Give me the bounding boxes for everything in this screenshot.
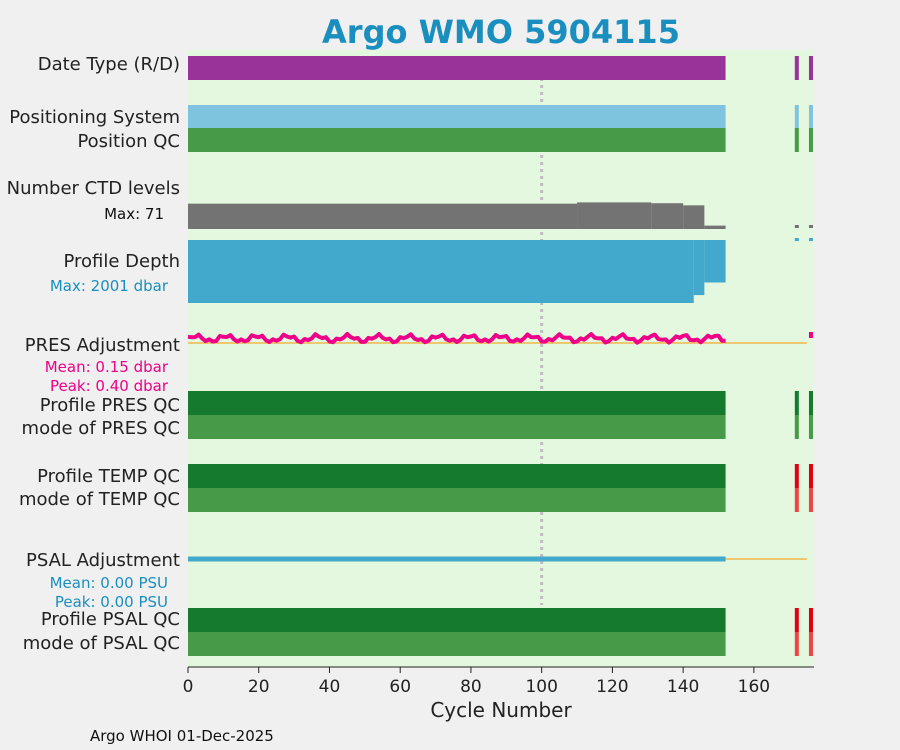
psal-adjustment-mean: Mean: 0.00 PSU [50, 574, 168, 592]
profile-psal-qc-bar-late-2 [808, 608, 813, 632]
ctd-levels-late-2 [808, 225, 813, 228]
mode-psal-qc-bar-late-2 [808, 632, 813, 656]
x-tick-label-160: 160 [738, 677, 770, 697]
pres-adjustment-mean: Mean: 0.15 dbar [45, 358, 169, 376]
pres-adjustment-late [808, 332, 813, 338]
label-mode-temp-qc: mode of TEMP QC [19, 489, 180, 510]
x-tick-label-100: 100 [525, 677, 557, 697]
profile-psal-qc-bar [188, 608, 726, 632]
ctd-levels-max: Max: 71 [104, 205, 164, 223]
profile-temp-qc-bar [188, 464, 726, 488]
chart-title: Argo WMO 5904115 [322, 13, 680, 51]
footer-credit: Argo WHOI 01-Dec-2025 [90, 727, 274, 745]
date-type-bar-late-1 [794, 56, 799, 80]
mode-pres-qc-bar-late-2 [808, 415, 813, 439]
label-profile-temp-qc: Profile TEMP QC [37, 466, 180, 487]
mode-pres-qc-bar [188, 415, 726, 439]
profile-depth-bar-1 [188, 240, 694, 303]
position-qc-bar [188, 128, 726, 152]
x-tick-label-80: 80 [460, 677, 482, 697]
position-qc-bar-late-1 [794, 128, 799, 152]
label-date-type: Date Type (R/D) [38, 54, 180, 75]
label-profile-depth: Profile Depth [63, 251, 180, 272]
pres-adjustment-line [187, 332, 726, 345]
x-tick-label-20: 20 [248, 677, 270, 697]
ctd-levels-bar-3 [651, 203, 684, 229]
positioning-system-bar-late-1 [794, 105, 799, 128]
psal-adjustment-peak: Peak: 0.00 PSU [55, 593, 168, 611]
x-tick-label-0: 0 [183, 677, 194, 697]
label-pres-adjustment: PRES Adjustment [25, 335, 180, 356]
positioning-system-bar-late-2 [808, 105, 813, 128]
ctd-levels-bar-1 [188, 203, 578, 229]
mode-temp-qc-bar [188, 488, 726, 512]
mode-psal-qc-bar [188, 632, 726, 656]
label-mode-psal-qc: mode of PSAL QC [23, 633, 180, 654]
x-tick-label-120: 120 [596, 677, 628, 697]
label-profile-psal-qc: Profile PSAL QC [41, 609, 180, 630]
x-axis-label: Cycle Number [430, 698, 572, 722]
profile-temp-qc-bar-late-1 [794, 464, 799, 488]
ctd-levels-bar-5 [704, 225, 726, 229]
profile-temp-qc-bar-late-2 [808, 464, 813, 488]
plot-background [188, 50, 814, 667]
date-type-bar [188, 56, 726, 80]
mode-temp-qc-bar-late-2 [808, 488, 813, 512]
x-tick-label-140: 140 [667, 677, 699, 697]
positioning-system-bar [188, 105, 726, 128]
x-tick-label-60: 60 [389, 677, 411, 697]
profile-psal-qc-bar-late-1 [794, 608, 799, 632]
profile-depth-bar-3 [704, 240, 726, 283]
date-type-bar-late-2 [808, 56, 813, 80]
profile-depth-bar-2 [693, 240, 705, 296]
profile-pres-qc-bar-late-1 [794, 391, 799, 415]
ctd-levels-bar-2 [577, 202, 652, 229]
label-mode-pres-qc: mode of PRES QC [22, 418, 180, 439]
label-ctd-levels: Number CTD levels [7, 178, 180, 199]
profile-depth-late-1 [794, 238, 799, 241]
label-psal-adjustment: PSAL Adjustment [26, 550, 180, 571]
ctd-levels-bar-4 [683, 205, 705, 229]
profile-pres-qc-bar-late-2 [808, 391, 813, 415]
x-tick-label-40: 40 [319, 677, 341, 697]
label-profile-pres-qc: Profile PRES QC [40, 395, 180, 416]
ctd-levels-late-1 [794, 225, 799, 228]
label-position-qc: Position QC [77, 131, 180, 152]
mode-temp-qc-bar-late-1 [794, 488, 799, 512]
mode-psal-qc-bar-late-1 [794, 632, 799, 656]
position-qc-bar-late-2 [808, 128, 813, 152]
profile-depth-max: Max: 2001 dbar [50, 277, 169, 295]
profile-depth-late-2 [808, 238, 813, 241]
pres-adjustment-peak: Peak: 0.40 dbar [50, 377, 169, 395]
mode-pres-qc-bar-late-1 [794, 415, 799, 439]
profile-pres-qc-bar [188, 391, 726, 415]
label-positioning-system: Positioning System [9, 107, 180, 128]
